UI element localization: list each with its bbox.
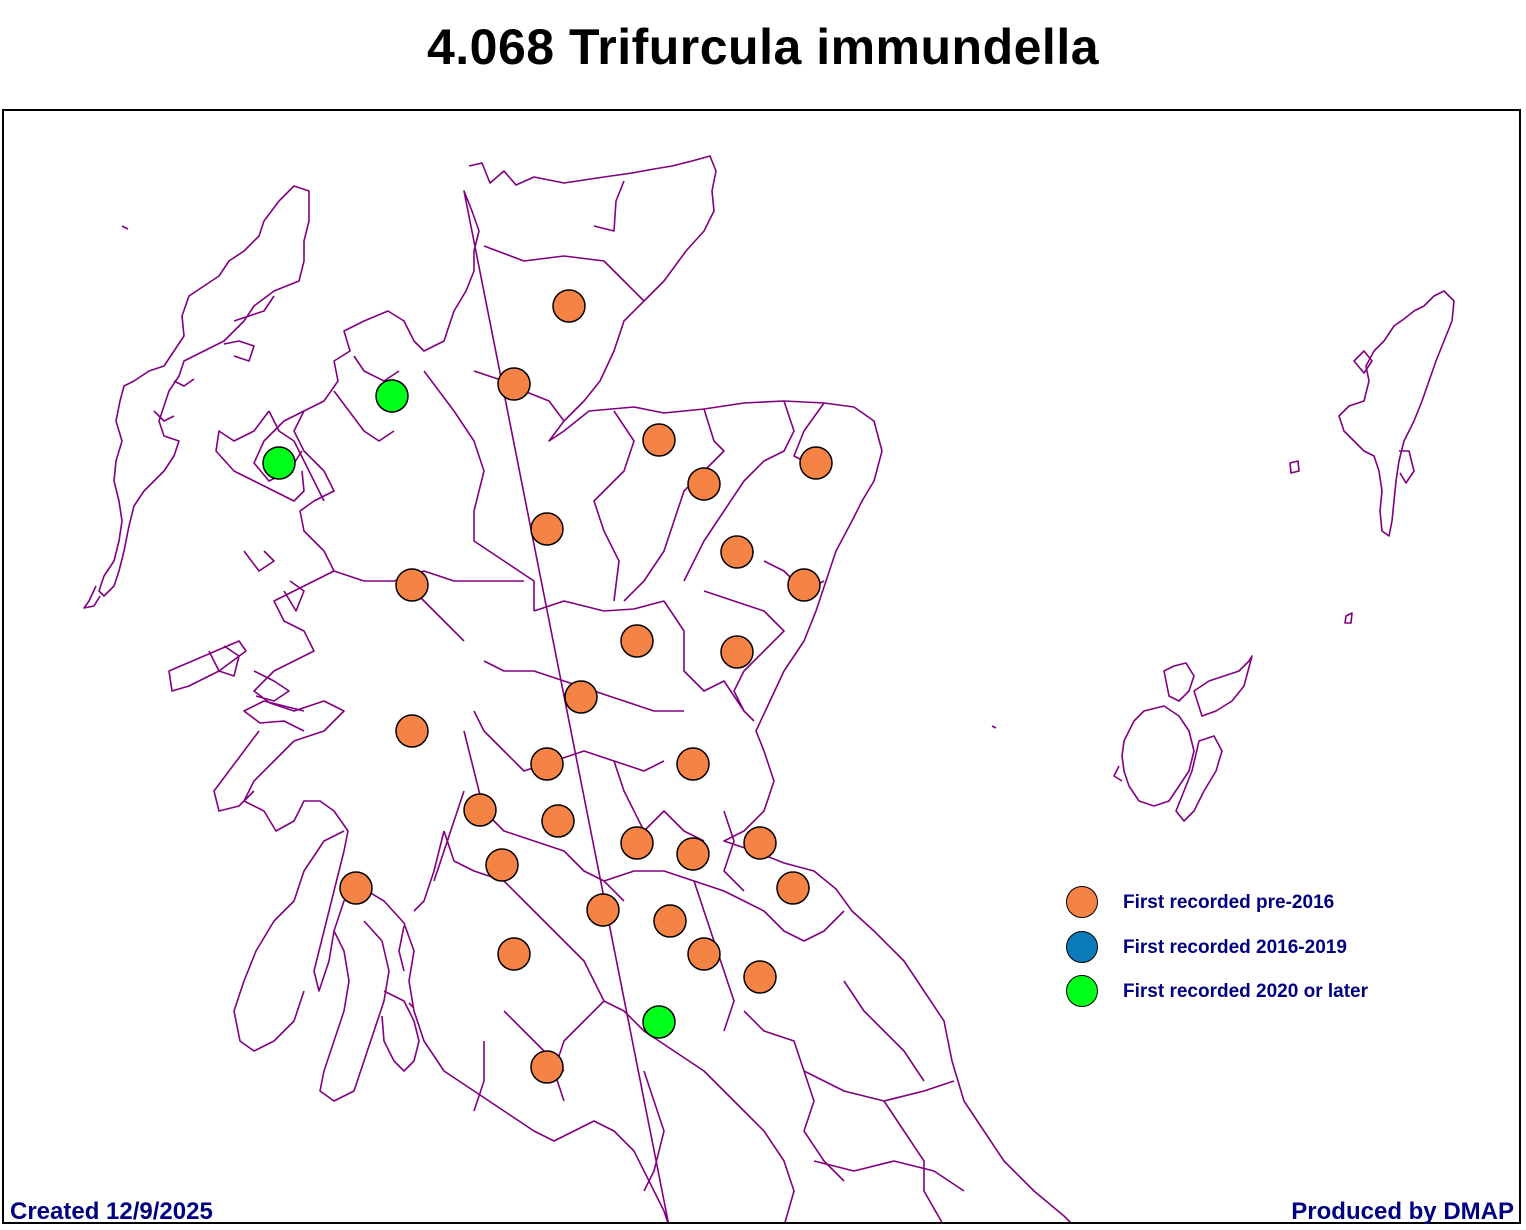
record-marker [530,512,564,546]
outer-hebrides-coastline [98,185,310,597]
record-marker [743,960,777,994]
record-marker [375,379,409,413]
record-marker [743,826,777,860]
legend-marker-2020-or-later [1066,975,1098,1007]
record-marker [676,837,710,871]
record-marker [620,826,654,860]
record-marker [720,535,754,569]
record-marker [653,904,687,938]
legend-item-pre-2016: First recorded pre-2016 [1066,886,1426,922]
record-marker [620,624,654,658]
shetland-coastline [1338,290,1455,537]
legend-item-2020-or-later: First recorded 2020 or later [1066,975,1426,1011]
record-marker [676,747,710,781]
record-marker [339,871,373,905]
legend-label-2016-2019: First recorded 2016-2019 [1123,937,1347,958]
record-marker [776,871,810,905]
map-frame: First recorded pre-2016 First recorded 2… [2,109,1521,1224]
legend-label-pre-2016: First recorded pre-2016 [1123,892,1335,913]
record-marker [687,467,721,501]
legend-marker-pre-2016 [1066,886,1098,918]
record-markers [262,289,833,1084]
record-marker [530,1050,564,1084]
vice-county-boundaries [83,155,1455,1222]
record-marker [787,568,821,602]
record-marker [497,367,531,401]
record-marker [720,635,754,669]
mainland-coastline [243,155,1072,1222]
created-date: Created 12/9/2025 [10,1198,213,1225]
orkney-coastline [1121,705,1195,807]
record-marker [541,804,575,838]
legend-label-2020-or-later: First recorded 2020 or later [1123,981,1368,1002]
record-marker [687,937,721,971]
map-title: 4.068 Trifurcula immundella [426,19,1100,75]
record-marker [642,1005,676,1039]
record-marker [799,446,833,480]
record-marker [262,446,296,480]
distribution-map [83,155,1455,1222]
record-marker [552,289,586,323]
record-marker [642,423,676,457]
legend-marker-2016-2019 [1066,931,1098,963]
record-marker [463,793,497,827]
record-marker [497,937,531,971]
record-marker [395,568,429,602]
record-marker [485,848,519,882]
record-marker [586,893,620,927]
record-marker [395,714,429,748]
record-marker [530,747,564,781]
produced-by-credit: Produced by DMAP [1291,1198,1514,1225]
record-marker [564,680,598,714]
legend-item-2016-2019: First recorded 2016-2019 [1066,931,1426,967]
